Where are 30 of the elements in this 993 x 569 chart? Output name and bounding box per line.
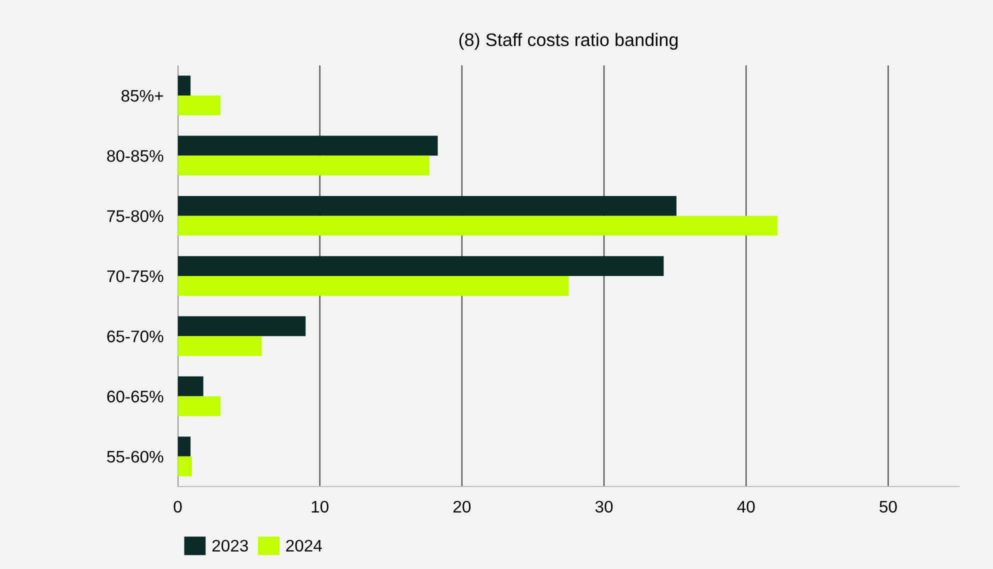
bar (178, 396, 220, 416)
x-tick-label: 0 (174, 500, 182, 513)
legend-label: 2023 (212, 540, 248, 552)
y-tick-label: 65-70% (107, 330, 164, 342)
bar (178, 316, 306, 336)
y-tick-label: 85%+ (121, 90, 164, 102)
x-tick-label: 10 (312, 500, 328, 513)
bar (178, 276, 568, 296)
bar (178, 436, 191, 456)
x-tick-label: 40 (737, 500, 755, 513)
bar (178, 136, 438, 156)
bar (178, 456, 192, 476)
x-tick-label: 50 (880, 500, 897, 513)
y-tick-label: 75-80% (107, 210, 164, 222)
y-tick-label: 60-65% (107, 390, 164, 402)
y-tick-label: 55-60% (107, 450, 164, 463)
bar (178, 76, 191, 96)
bar (178, 96, 220, 116)
legend-label: 2024 (286, 540, 322, 552)
bar (178, 156, 430, 176)
y-tick-label: 70-75% (107, 270, 164, 282)
bar (178, 376, 204, 396)
chart-title: (8) Staff costs ratio banding (459, 32, 678, 50)
bar (178, 336, 262, 356)
x-tick-label: 20 (453, 500, 471, 513)
bar (178, 256, 664, 276)
y-tick-label: 80-85% (107, 150, 164, 162)
x-tick-label: 30 (595, 500, 613, 513)
bar (178, 216, 778, 236)
bar (178, 196, 676, 216)
